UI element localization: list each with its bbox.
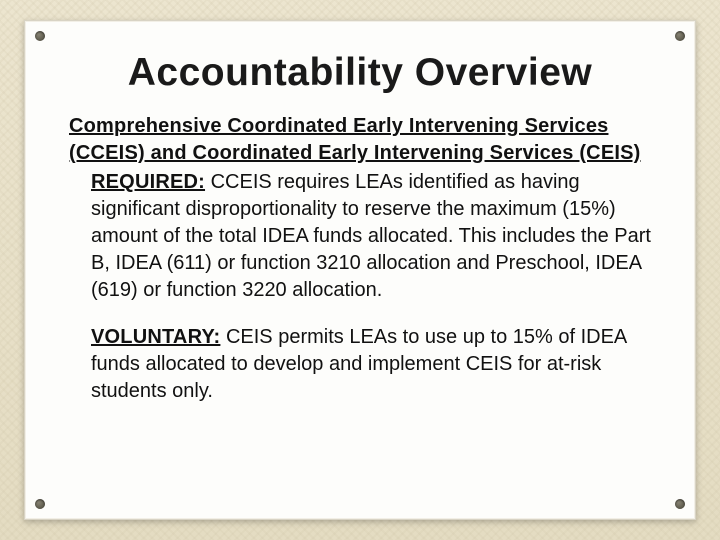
corner-pin-top-right: [675, 31, 685, 41]
paragraph-required: REQUIRED: CCEIS requires LEAs identified…: [91, 169, 651, 304]
slide-paper: Accountability Overview Comprehensive Co…: [24, 20, 696, 520]
corner-pin-bottom-left: [35, 499, 45, 509]
paragraph-label-required: REQUIRED:: [91, 171, 205, 193]
corner-pin-bottom-right: [675, 499, 685, 509]
slide-title: Accountability Overview: [69, 51, 651, 95]
paragraph-voluntary: VOLUNTARY: CEIS permits LEAs to use up t…: [91, 324, 651, 405]
corner-pin-top-left: [35, 31, 45, 41]
section-heading: Comprehensive Coordinated Early Interven…: [69, 113, 651, 167]
paragraph-label-voluntary: VOLUNTARY:: [91, 326, 220, 348]
